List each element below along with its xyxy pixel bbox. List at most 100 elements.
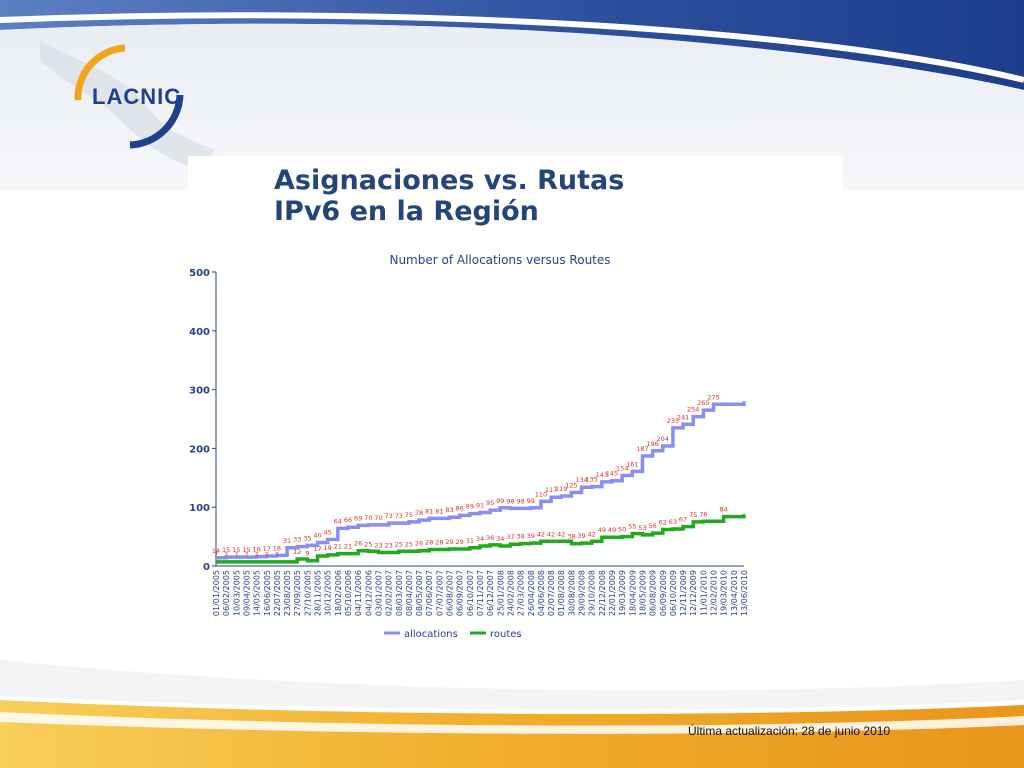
x-tick-label: 25/01/2008 bbox=[496, 570, 505, 616]
data-label-routes: 29 bbox=[456, 538, 464, 546]
data-label-allocations: 17 bbox=[263, 545, 271, 553]
chart-panel bbox=[188, 156, 843, 646]
x-tick-label: 08/03/2007 bbox=[395, 570, 404, 616]
x-tick-label: 13/06/2010 bbox=[740, 570, 749, 616]
x-tick-label: 22/12/2008 bbox=[598, 570, 607, 616]
data-label-allocations: 98 bbox=[506, 497, 514, 505]
data-label-allocations: 89 bbox=[466, 503, 474, 511]
data-label-routes: 75 bbox=[689, 511, 697, 519]
y-tick-label: 400 bbox=[189, 327, 210, 338]
legend-label-allocations: allocations bbox=[404, 629, 458, 640]
data-label-routes: 50 bbox=[618, 526, 626, 534]
slide-title-line2: IPv6 en la Región bbox=[274, 196, 539, 227]
top-swoosh bbox=[0, 0, 1024, 90]
legend-label-routes: routes bbox=[490, 629, 522, 640]
y-tick-label: 300 bbox=[189, 386, 210, 397]
x-tick-label: 04/06/2008 bbox=[537, 570, 546, 616]
data-label-allocations: 78 bbox=[415, 509, 423, 517]
x-tick-label: 05/10/2006 bbox=[344, 570, 353, 616]
data-label-allocations: 91 bbox=[476, 501, 484, 509]
data-label-allocations: 235 bbox=[667, 417, 679, 425]
data-label-allocations: 73 bbox=[395, 512, 403, 520]
data-label-routes: 19 bbox=[324, 544, 332, 552]
data-label-routes: 23 bbox=[374, 541, 382, 549]
data-label-allocations: 66 bbox=[344, 516, 352, 524]
data-label-routes: 7 bbox=[275, 551, 279, 559]
x-tick-label: 06/02/2005 bbox=[222, 570, 231, 616]
data-label-routes: 42 bbox=[547, 530, 555, 538]
x-tick-label: 14/05/2005 bbox=[253, 570, 262, 616]
data-label-allocations: 33 bbox=[293, 536, 301, 544]
data-label-routes: 7 bbox=[244, 551, 248, 559]
slide-title-line1: Asignaciones vs. Rutas bbox=[274, 165, 625, 196]
x-tick-label: 03/01/2007 bbox=[374, 570, 383, 616]
x-tick-label: 02/07/2008 bbox=[547, 570, 556, 616]
data-label-routes: 23 bbox=[384, 541, 392, 549]
x-tick-label: 10/03/2005 bbox=[232, 570, 241, 616]
data-label-allocations: 187 bbox=[636, 445, 648, 453]
data-label-allocations: 81 bbox=[435, 507, 443, 515]
data-label-allocations: 70 bbox=[374, 514, 382, 522]
data-label-routes: 39 bbox=[577, 532, 585, 540]
x-tick-label: 29/10/2008 bbox=[588, 570, 597, 616]
y-tick-label: 100 bbox=[189, 503, 210, 514]
data-label-allocations: 119 bbox=[555, 485, 567, 493]
x-tick-label: 06/10/2009 bbox=[669, 570, 678, 616]
data-label-allocations: 98 bbox=[516, 497, 524, 505]
x-tick-label: 08/04/2007 bbox=[405, 570, 414, 616]
data-label-routes: 26 bbox=[354, 540, 362, 548]
data-label-routes: 34 bbox=[496, 535, 504, 543]
data-label-allocations: 196 bbox=[646, 440, 658, 448]
data-label-allocations: 15 bbox=[242, 546, 250, 554]
x-tick-label: 06/08/2009 bbox=[649, 570, 658, 616]
x-tick-label: 07/11/2007 bbox=[476, 570, 485, 616]
data-label-routes: 7 bbox=[234, 551, 238, 559]
data-label-allocations: 117 bbox=[545, 486, 557, 494]
x-tick-label: 30/08/2008 bbox=[567, 570, 576, 616]
x-tick-label: 19/03/2009 bbox=[618, 570, 627, 616]
data-label-allocations: 86 bbox=[456, 504, 464, 512]
x-tick-label: 26/04/2008 bbox=[527, 570, 536, 616]
x-tick-label: 06/12/2007 bbox=[486, 570, 495, 616]
data-label-routes: 28 bbox=[425, 539, 433, 547]
x-tick-label: 13/04/2010 bbox=[730, 570, 739, 616]
data-label-allocations: 15 bbox=[222, 546, 230, 554]
y-tick-label: 0 bbox=[203, 562, 210, 573]
x-tick-label: 30/12/2005 bbox=[324, 570, 333, 616]
x-tick-label: 12/02/2010 bbox=[710, 570, 719, 616]
data-label-routes: 76 bbox=[699, 510, 707, 518]
x-tick-label: 18/02/2006 bbox=[334, 570, 343, 616]
data-label-allocations: 45 bbox=[324, 529, 332, 537]
data-label-routes: 56 bbox=[648, 522, 656, 530]
data-label-allocations: 31 bbox=[283, 537, 291, 545]
x-tick-label: 07/07/2007 bbox=[435, 570, 444, 616]
x-tick-label: 27/10/2005 bbox=[303, 570, 312, 616]
data-label-routes: 7 bbox=[255, 551, 259, 559]
x-tick-label: 02/02/2007 bbox=[385, 570, 394, 616]
data-label-routes: 25 bbox=[364, 540, 372, 548]
y-tick-label: 500 bbox=[189, 268, 210, 279]
data-label-routes: 7 bbox=[214, 551, 218, 559]
x-tick-label: 12/11/2009 bbox=[679, 570, 688, 616]
data-label-allocations: 99 bbox=[527, 497, 535, 505]
logo-arc-blue bbox=[129, 94, 184, 149]
bottom-swoosh bbox=[0, 700, 1024, 768]
top-gray-band bbox=[0, 23, 1024, 190]
x-tick-label: 11/01/2010 bbox=[699, 570, 708, 616]
data-label-routes: 34 bbox=[476, 535, 484, 543]
x-tick-label: 27/03/2008 bbox=[517, 570, 526, 616]
x-tick-label: 22/01/2009 bbox=[608, 570, 617, 616]
x-tick-label: 29/09/2008 bbox=[578, 570, 587, 616]
data-label-allocations: 95 bbox=[486, 499, 494, 507]
x-tick-label: 06/09/2009 bbox=[659, 570, 668, 616]
x-tick-label: 01/08/2008 bbox=[557, 570, 566, 616]
data-label-allocations: 64 bbox=[334, 517, 342, 525]
y-tick-label: 200 bbox=[189, 444, 210, 455]
data-label-allocations: 15 bbox=[232, 546, 240, 554]
data-label-allocations: 154 bbox=[616, 464, 628, 472]
x-tick-label: 06/10/2007 bbox=[466, 570, 475, 616]
x-tick-label: 18/05/2009 bbox=[638, 570, 647, 616]
data-label-allocations: 18 bbox=[273, 544, 281, 552]
data-label-routes: 26 bbox=[415, 540, 423, 548]
logo-arc-gold bbox=[74, 44, 126, 101]
